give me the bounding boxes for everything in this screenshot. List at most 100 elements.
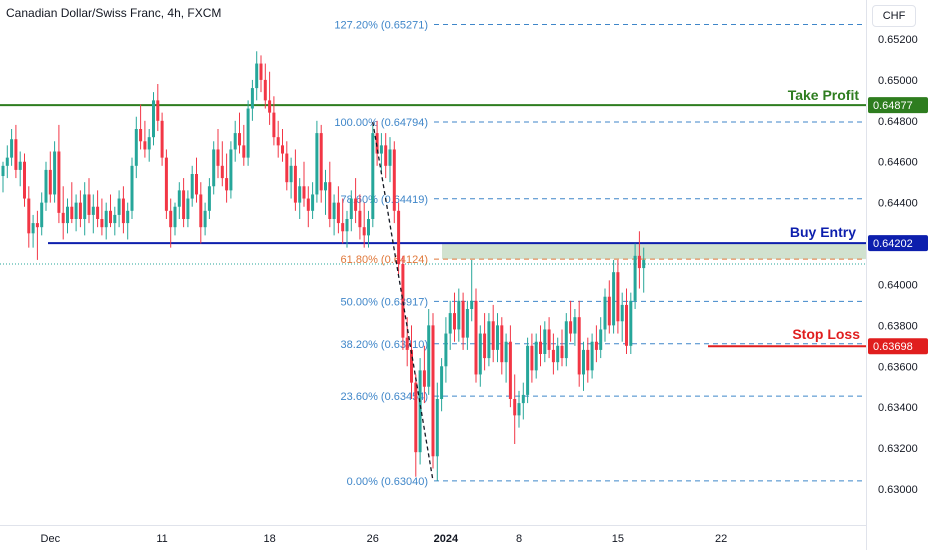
candle-body (573, 317, 577, 334)
candle-body (100, 219, 104, 228)
candle-body (70, 206, 74, 219)
candle-body (551, 349, 555, 363)
candle-body (285, 153, 289, 183)
fib-label: 61.80% (0.64124) (341, 254, 428, 266)
candle-body (207, 186, 211, 211)
candle-body (203, 210, 207, 228)
candle-body (126, 210, 130, 224)
candle-body (83, 194, 87, 219)
candle-body (461, 300, 465, 338)
candle-body (517, 403, 521, 416)
candle-body (5, 157, 9, 166)
stop-loss-label: Stop Loss (792, 326, 860, 342)
candle-body (534, 341, 538, 371)
y-axis: 0.65200 0.65000 0.64800 0.64600 0.64400 0.642… (866, 0, 918, 550)
chart-title: Canadian Dollar/Swiss Franc, 4h, FXCM (6, 6, 222, 20)
y-tick-label: 0.64600 (878, 157, 918, 169)
candle-body (27, 198, 31, 234)
candle-body (388, 149, 392, 166)
candle-body (306, 198, 310, 211)
candle-body (319, 133, 323, 191)
candle-body (173, 206, 177, 228)
levels-layer: Take Profit Buy Entry Stop Loss (0, 87, 866, 348)
candle-body (448, 313, 452, 334)
candle-body (246, 108, 250, 158)
x-tick-label: 2024 (434, 533, 459, 545)
candle-body (465, 309, 469, 338)
buy-entry-tag (868, 235, 928, 252)
fib-label: 100.00% (0.64794) (334, 117, 428, 129)
candle-body (582, 349, 585, 375)
candle-body (431, 325, 435, 457)
candle-body (328, 182, 332, 219)
swing-line-layer (372, 121, 434, 481)
x-tick-label: 11 (156, 533, 167, 545)
candles-layer (1, 51, 646, 481)
candle-body (491, 321, 495, 350)
candle-body (379, 145, 383, 154)
candle-body (354, 198, 358, 211)
candle-body (444, 333, 448, 367)
candle-body (53, 151, 57, 195)
buy-entry-tag-text: 0.64202 (873, 238, 913, 250)
candle-body (87, 194, 91, 215)
candle-body (642, 259, 646, 269)
candle-body (612, 272, 616, 326)
candle-body (349, 198, 353, 219)
fibonacci-layer: 127.20% (0.65271) 100.00% (0.64794) 78.60%… (0, 19, 866, 488)
take-profit-label: Take Profit (788, 87, 860, 103)
fib-label: 38.20% (0.63710) (341, 339, 428, 351)
candle-body (10, 139, 14, 158)
candle-body (57, 151, 61, 213)
candle-body (375, 133, 379, 154)
candle-body (560, 345, 564, 359)
fib-label: 127.20% (0.65271) (334, 19, 428, 31)
candle-body (526, 345, 530, 395)
y-tick-label: 0.63400 (878, 402, 918, 414)
candle-body (238, 133, 241, 146)
candle-body (66, 206, 69, 224)
candle-body (164, 157, 168, 211)
candle-body (147, 137, 151, 150)
stop-loss-tag-text: 0.63698 (873, 341, 913, 353)
candle-body (169, 210, 173, 228)
candle-body (336, 202, 340, 224)
candle-body (594, 341, 598, 350)
candle-body (220, 165, 224, 179)
candle-body (233, 133, 237, 150)
candle-body (298, 186, 302, 203)
candle-body (14, 139, 18, 170)
x-tick-label: 22 (715, 533, 727, 545)
take-profit-tag-text: 0.64877 (873, 100, 913, 112)
candle-body (435, 399, 439, 457)
candle-body (577, 317, 581, 375)
candle-body (603, 296, 607, 330)
x-axis: Dec 11 18 26 2024 8 15 22 (0, 525, 866, 545)
candle-body (190, 174, 194, 199)
candle-body (478, 333, 482, 375)
candle-body (474, 300, 478, 375)
candle-body (500, 325, 504, 363)
candle-body (74, 202, 78, 219)
candle-body (44, 169, 48, 203)
fib-label: 78.60% (0.64419) (341, 194, 428, 206)
candle-body (410, 349, 413, 383)
candle-body (599, 329, 603, 350)
candle-body (496, 325, 499, 350)
currency-button[interactable]: CHF (872, 5, 916, 27)
candle-body (569, 321, 573, 334)
candle-body (418, 370, 422, 453)
x-tick-label: Dec (41, 533, 61, 545)
x-tick-label: 18 (263, 533, 275, 545)
fib-label: 50.00% (0.63917) (341, 296, 428, 308)
candle-body (242, 145, 246, 158)
candle-body (134, 129, 138, 166)
candle-body (470, 300, 474, 309)
y-tick-label: 0.64800 (878, 116, 918, 128)
candle-body (31, 223, 35, 234)
y-tick-label: 0.63600 (878, 361, 918, 373)
candle-body (91, 206, 95, 215)
candle-body (358, 210, 362, 228)
candle-body (289, 165, 293, 183)
